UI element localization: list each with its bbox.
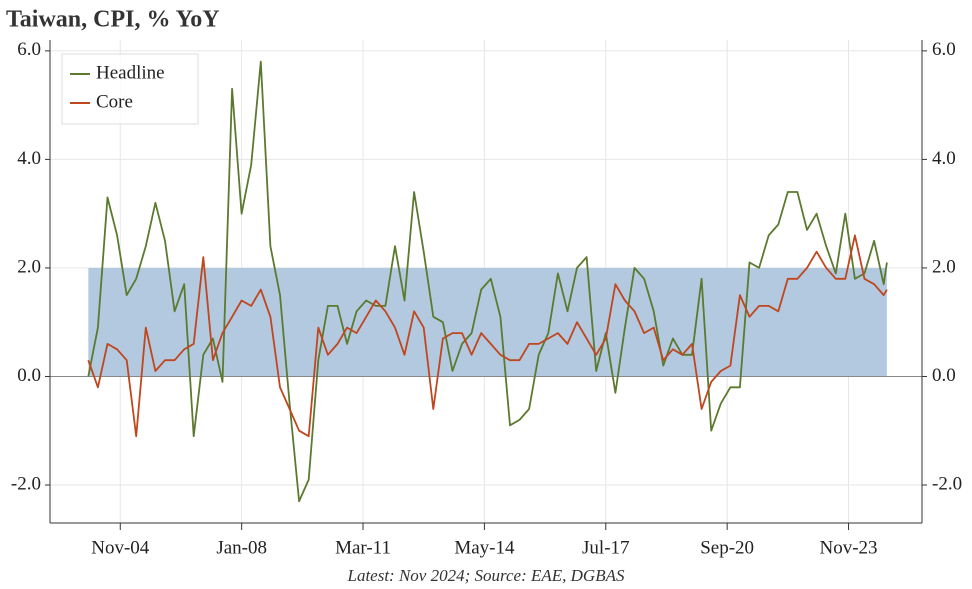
legend-label: Core	[96, 91, 133, 112]
chart-title: Taiwan, CPI, % YoY	[6, 7, 220, 33]
y2-tick-label: 2.0	[932, 256, 956, 277]
x-tick-label: Jul-17	[582, 537, 630, 558]
y-tick-label: 0.0	[17, 365, 41, 386]
target-band	[88, 267, 887, 377]
y-tick-label: 2.0	[17, 256, 41, 277]
x-tick-label: Mar-11	[335, 537, 391, 558]
y2-tick-label: 4.0	[932, 148, 956, 169]
x-tick-label: Sep-20	[700, 537, 754, 558]
y2-tick-label: 6.0	[932, 39, 956, 60]
series-line	[87, 60, 888, 503]
y-tick-label: 6.0	[17, 39, 41, 60]
x-tick-label: Nov-23	[820, 537, 878, 558]
y-tick-label: 4.0	[17, 148, 41, 169]
series-line	[87, 234, 888, 438]
x-tick-label: Nov-04	[91, 537, 150, 558]
x-tick-label: Jan-08	[216, 537, 267, 558]
legend-label: Headline	[96, 62, 165, 83]
y2-tick-label: -2.0	[932, 473, 962, 494]
y2-tick-label: 0.0	[932, 365, 956, 386]
x-tick-label: May-14	[454, 537, 515, 558]
legend-box	[61, 53, 199, 125]
footnote: Latest: Nov 2024; Source: EAE, DGBAS	[347, 566, 625, 585]
y-tick-label: -2.0	[11, 473, 41, 494]
